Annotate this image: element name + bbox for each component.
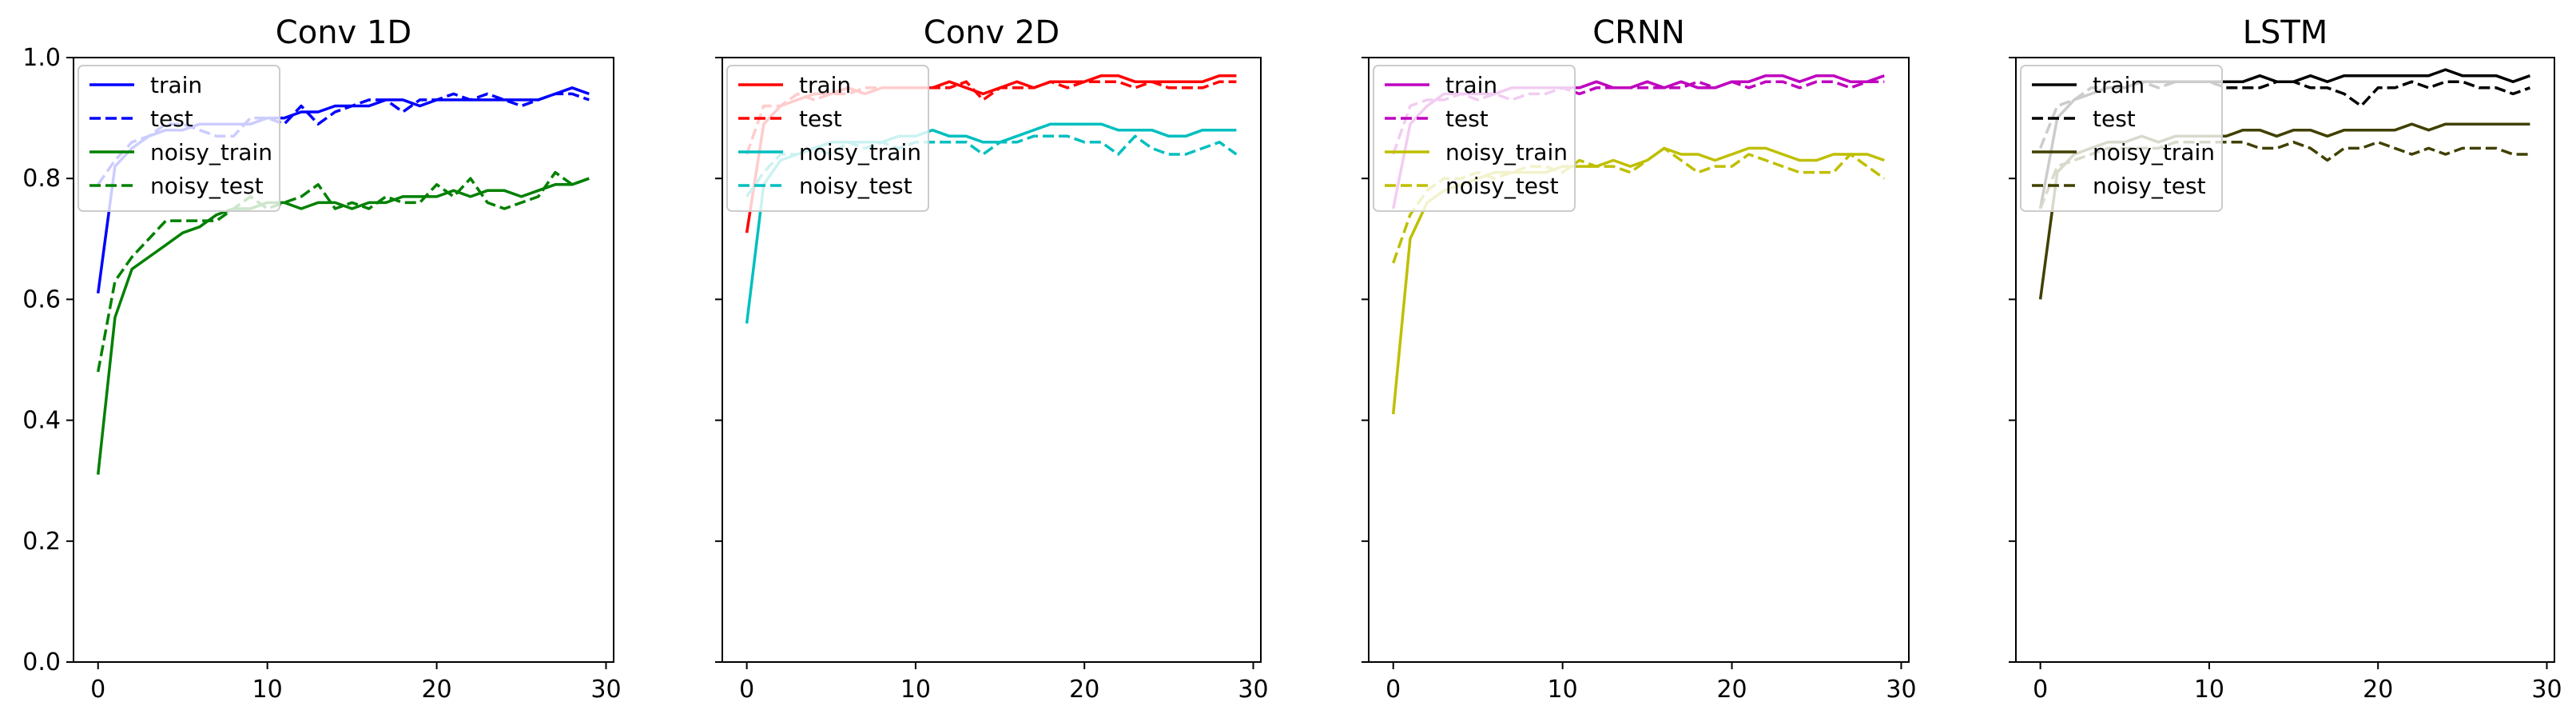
x-tick-label: 20 xyxy=(1716,676,1747,704)
legend-label: train xyxy=(1445,72,1497,98)
plot-frame xyxy=(722,57,1262,663)
legend-label: noisy_train xyxy=(150,139,272,166)
plot-frame xyxy=(1368,57,1910,663)
legend-label: train xyxy=(2093,72,2145,98)
legend: train test noisy_train noisy_test xyxy=(726,65,929,212)
legend-box xyxy=(2020,65,2223,212)
legend-label: noisy_train xyxy=(2093,139,2215,166)
chart-title: LSTM xyxy=(2243,14,2328,51)
chart-panel: Conv 1D 0 10 20 30 0.0 0.2 0.4 0.6 0.8 1.0 train tes… xyxy=(22,14,621,704)
legend-label: test xyxy=(1445,106,1489,132)
x-tick-label: 0 xyxy=(90,676,105,704)
series-line-noisy-test xyxy=(96,170,590,373)
x-tick-label: 0 xyxy=(1385,676,1401,704)
legend-label: test xyxy=(2093,106,2136,132)
x-tick-label: 30 xyxy=(2531,676,2562,704)
x-tick-label: 30 xyxy=(1238,676,1268,704)
legend-label: noisy_train xyxy=(1445,139,1568,166)
legend-box xyxy=(726,65,929,212)
chart-title: Conv 1D xyxy=(276,14,411,51)
y-tick-label: 0.2 xyxy=(22,528,61,556)
x-tick-label: 20 xyxy=(2363,676,2393,704)
plot-frame xyxy=(2015,57,2555,663)
x-tick-label: 0 xyxy=(2033,676,2048,704)
y-tick-label: 0.6 xyxy=(22,285,61,313)
legend-label: noisy_test xyxy=(2093,173,2206,199)
legend: train test noisy_train noisy_test xyxy=(78,65,280,212)
legend: train test noisy_train noisy_test xyxy=(1373,65,1576,212)
legend-label: train xyxy=(799,72,851,98)
y-tick-label: 0.0 xyxy=(22,648,61,676)
legend-label: noisy_test xyxy=(799,173,912,199)
x-tick-label: 10 xyxy=(1548,676,1578,704)
legend-label: noisy_test xyxy=(150,173,264,199)
x-tick-label: 30 xyxy=(590,676,621,704)
plot-frame xyxy=(73,57,614,663)
x-tick-label: 20 xyxy=(421,676,451,704)
x-tick-label: 20 xyxy=(1069,676,1099,704)
legend-label: test xyxy=(150,106,193,132)
x-tick-label: 0 xyxy=(739,676,754,704)
legend-label: test xyxy=(799,106,842,132)
legend-box xyxy=(1373,65,1576,212)
y-tick-label: 1.0 xyxy=(22,44,61,72)
series-line-noisy-train xyxy=(96,177,590,475)
chart-panel: CRNN 0 10 20 30 train test noisy_train noisy_tes… xyxy=(1362,14,1917,704)
chart-title: Conv 2D xyxy=(924,14,1059,51)
x-tick-label: 10 xyxy=(2194,676,2224,704)
legend: train test noisy_train noisy_test xyxy=(2020,65,2223,212)
y-tick-label: 0.4 xyxy=(22,407,61,435)
legend-box xyxy=(78,65,280,212)
chart-panel: Conv 2D 0 10 20 30 train test noisy_train noisy_… xyxy=(715,14,1269,704)
legend-label: noisy_train xyxy=(799,139,921,166)
legend-label: train xyxy=(150,72,202,98)
chart-panel: LSTM 0 10 20 30 train test noisy_train noisy_tes… xyxy=(2009,14,2562,704)
x-tick-label: 10 xyxy=(252,676,283,704)
y-tick-label: 0.8 xyxy=(22,165,61,193)
legend-label: noisy_test xyxy=(1445,173,1559,199)
x-tick-label: 10 xyxy=(900,676,931,704)
chart-title: CRNN xyxy=(1592,14,1685,51)
x-tick-label: 30 xyxy=(1886,676,1916,704)
